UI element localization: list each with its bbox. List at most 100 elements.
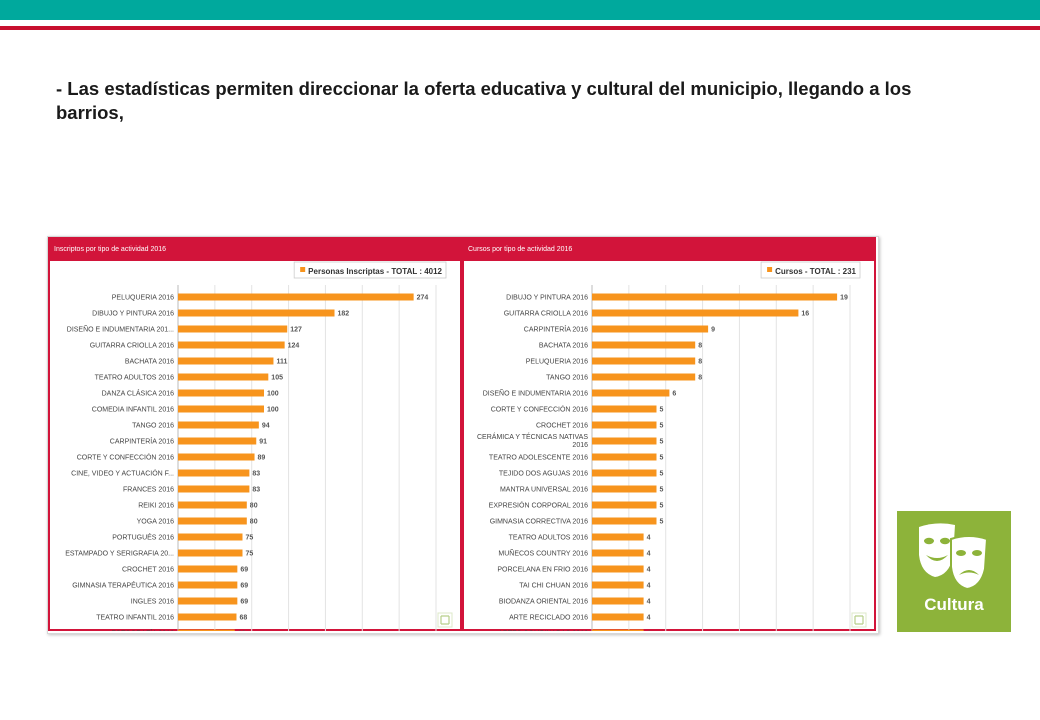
top-red-line xyxy=(0,26,1040,30)
data-label: 4 xyxy=(647,615,651,622)
data-label: 4 xyxy=(647,583,651,590)
data-label: 69 xyxy=(240,583,248,590)
data-label: 4 xyxy=(647,551,651,558)
bar xyxy=(592,357,696,365)
top-teal-bar xyxy=(0,0,1040,20)
category-label: CROCHET 2016 xyxy=(122,567,174,574)
chart-title-inscriptos: Inscriptos por tipo de actividad 2016 xyxy=(50,239,460,261)
bar xyxy=(592,325,709,333)
cultura-label: Cultura xyxy=(924,595,984,614)
chart-title-cursos: Cursos por tipo de actividad 2016 xyxy=(464,239,874,261)
category-label: PELUQUERIA 2016 xyxy=(112,295,174,302)
legend-label: Cursos - TOTAL : 231 xyxy=(775,267,856,276)
bar xyxy=(178,549,243,557)
bar xyxy=(592,469,657,477)
category-label: ESTAMPADO Y SERIGRAFIA 20... xyxy=(65,551,174,558)
bar xyxy=(592,293,838,301)
category-label: REIKI 2016 xyxy=(138,503,174,510)
category-label: BIODANZA ORIENTAL 2016 xyxy=(499,599,588,606)
category-label: PORCELANA EN FRIO 2016 xyxy=(497,567,588,574)
data-label: 100 xyxy=(267,391,279,398)
bar xyxy=(592,613,644,621)
slide-heading: - Las estadísticas permiten direccionar … xyxy=(56,78,912,123)
bar xyxy=(178,421,259,429)
category-label: FOTOGRAFÍA 2016 xyxy=(111,629,174,632)
category-label: CARPINTERÍA 2016 xyxy=(110,437,174,446)
bar xyxy=(178,405,264,413)
category-label: EXPRESIÓN CORPORAL 2016 xyxy=(489,501,588,510)
bar xyxy=(178,341,285,349)
chart-panel-inscriptos: Inscriptos por tipo de actividad 2016 Pe… xyxy=(48,237,462,631)
cultura-logo: Cultura xyxy=(897,511,1011,632)
category-label: DISEÑO E INDUMENTARIA 201... xyxy=(67,325,174,334)
category-label: TEATRO INFANTIL 2016 xyxy=(96,615,174,622)
bar xyxy=(178,437,257,445)
category-label: CARPINTERÍA 2016 xyxy=(524,325,588,334)
category-label: CORTE Y CONFECCIÓN 2016 xyxy=(491,405,588,414)
category-label: YOGA 2016 xyxy=(137,519,174,526)
bar xyxy=(178,325,288,333)
category-label: DIBUJO Y PINTURA 2016 xyxy=(506,295,588,302)
bar xyxy=(178,453,255,461)
category-label: GIMNASIA TERAPÉUTICA 2016 xyxy=(72,581,174,590)
bar xyxy=(592,517,657,525)
data-label: 83 xyxy=(252,471,260,478)
category-label: GUITARRA CRIOLLA 2016 xyxy=(504,311,588,318)
bar xyxy=(592,309,799,317)
category-label: CROCHET 2016 xyxy=(536,423,588,430)
data-label: 5 xyxy=(660,471,664,478)
data-label: 5 xyxy=(660,455,664,462)
data-label: 4 xyxy=(647,567,651,574)
data-label: 111 xyxy=(276,359,287,366)
data-label: 8 xyxy=(698,343,702,350)
dashboard-screenshot: Inscriptos por tipo de actividad 2016 Pe… xyxy=(47,236,879,634)
category-label: CINE, VIDEO Y ACTUACIÓN F... xyxy=(71,469,174,478)
category-label: PELUQUERIA 2016 xyxy=(526,359,588,366)
legend-box xyxy=(293,261,447,279)
data-label: 8 xyxy=(698,359,702,366)
category-label: GIMNASIA CORRECTIVA 2016 xyxy=(490,519,588,526)
category-label: ARTES COMBINADAS 2016 xyxy=(498,631,588,632)
data-label: 4 xyxy=(647,599,651,606)
bar xyxy=(592,581,644,589)
data-label: 5 xyxy=(660,519,664,526)
legend-label: Personas Inscriptas - TOTAL : 4012 xyxy=(308,267,442,276)
bar xyxy=(592,485,657,493)
bar xyxy=(178,533,243,541)
bar xyxy=(592,405,657,413)
data-label: 94 xyxy=(262,423,270,430)
legend-swatch xyxy=(300,267,306,272)
bar xyxy=(178,581,238,589)
data-label: 16 xyxy=(801,311,809,318)
data-label: 4 xyxy=(647,535,651,542)
bar xyxy=(178,373,269,381)
data-label: 127 xyxy=(290,327,302,334)
data-label: 80 xyxy=(250,503,258,510)
legend-swatch xyxy=(767,267,773,272)
category-label: PORTUGUÉS 2016 xyxy=(112,533,174,542)
bar xyxy=(592,453,657,461)
bar xyxy=(592,629,644,631)
data-label: 19 xyxy=(840,295,848,302)
data-label: 5 xyxy=(660,487,664,494)
category-label: BACHATA 2016 xyxy=(125,359,174,366)
bar xyxy=(592,437,657,445)
bar xyxy=(592,373,696,381)
bar xyxy=(592,533,644,541)
expand-icon[interactable] xyxy=(851,612,867,628)
data-label: 182 xyxy=(338,311,350,318)
bar xyxy=(592,597,644,605)
expand-icon[interactable] xyxy=(437,612,453,628)
data-label: 4 xyxy=(647,631,651,632)
category-label: TEATRO ADULTOS 2016 xyxy=(509,535,588,542)
bar xyxy=(592,565,644,573)
category-label: MUÑECOS COUNTRY 2016 xyxy=(498,549,588,558)
bar xyxy=(178,629,235,631)
category-label: TEATRO ADULTOS 2016 xyxy=(95,375,174,382)
bar xyxy=(178,485,250,493)
bar xyxy=(178,613,237,621)
chart-panel-cursos: Cursos por tipo de actividad 2016 Cursos… xyxy=(462,237,876,631)
data-label: 5 xyxy=(660,439,664,446)
data-label: 6 xyxy=(672,391,676,398)
category-label: DISEÑO E INDUMENTARIA 2016 xyxy=(483,389,588,398)
